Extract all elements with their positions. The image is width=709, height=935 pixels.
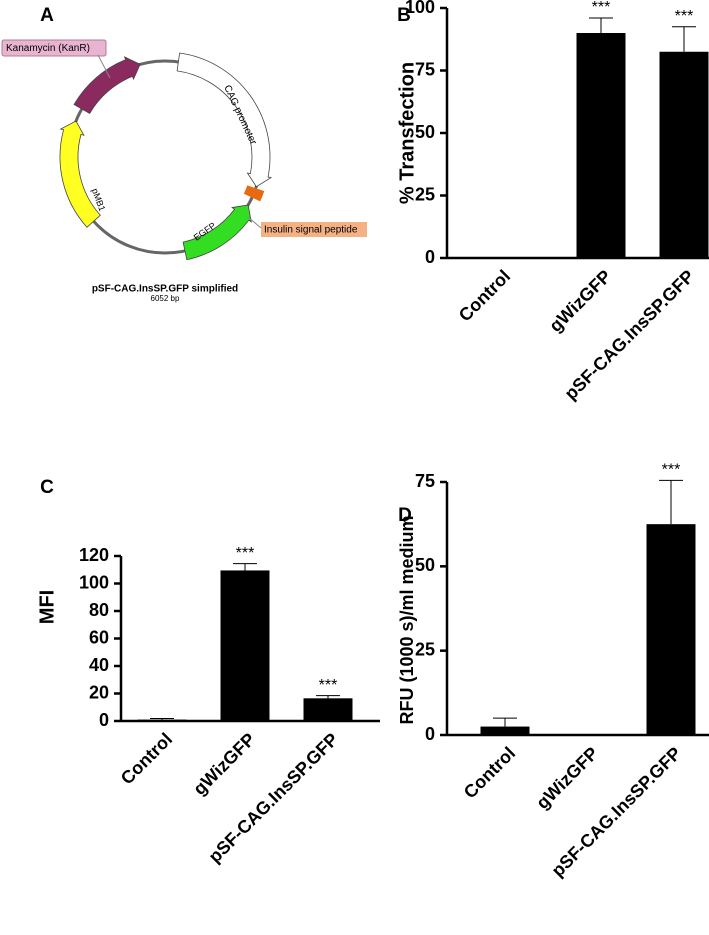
bar [480, 726, 530, 735]
y-tick-label: 100 [405, 0, 435, 17]
feature-label: Insulin signal peptide [264, 225, 358, 236]
y-axis-label: MFI [36, 590, 58, 624]
label-box [261, 222, 367, 237]
panel-label: C [40, 477, 54, 498]
y-axis-label: % Transfection [396, 62, 418, 204]
feature [73, 56, 141, 115]
y-tick-label: 25 [415, 184, 435, 204]
y-tick-label: 20 [89, 682, 109, 702]
feature [59, 120, 101, 228]
x-tick-label: Control [460, 743, 519, 802]
y-tick-label: 0 [99, 710, 109, 730]
x-tick-label: Control [455, 266, 514, 325]
y-tick-label: 80 [89, 600, 109, 620]
y-tick-label: 50 [415, 555, 435, 575]
x-tick-label: gWizGFP [532, 743, 602, 813]
significance: *** [662, 462, 681, 479]
panel-label: D [398, 505, 412, 526]
significance: *** [236, 545, 255, 562]
y-axis-label: RFU (1000 s)/ml medium [397, 515, 417, 724]
y-tick-label: 75 [415, 471, 435, 491]
panel-label: A [40, 5, 54, 26]
significance: *** [675, 8, 694, 25]
feature [243, 185, 265, 202]
bar [659, 51, 709, 258]
bar [303, 698, 353, 721]
y-tick-label: 120 [79, 545, 109, 565]
y-tick-label: 25 [415, 639, 435, 659]
plasmid-name: pSF-CAG.InsSP.GFP simplified [92, 284, 238, 295]
x-tick-label: gWizGFP [189, 729, 259, 799]
y-tick-label: 0 [425, 724, 435, 744]
label-box [1, 39, 107, 57]
feature [182, 204, 252, 261]
y-tick-label: 0 [425, 247, 435, 267]
y-tick-label: 40 [89, 655, 109, 675]
x-tick-label: Control [117, 729, 176, 788]
feature-label: Kanamycin (KanR) [6, 43, 90, 54]
bar [220, 570, 270, 721]
leader [247, 216, 262, 229]
x-tick-label: gWizGFP [545, 266, 615, 336]
significance: *** [592, 0, 611, 16]
significance: *** [319, 677, 338, 694]
bar [646, 524, 696, 735]
feature [176, 52, 273, 188]
y-tick-label: 75 [415, 59, 435, 79]
leader [97, 54, 111, 79]
y-tick-label: 60 [89, 627, 109, 647]
plasmid-size: 6052 bp [151, 294, 180, 303]
bar [576, 33, 626, 258]
plasmid-map [59, 52, 273, 261]
panel-label: B [397, 5, 411, 26]
y-tick-label: 100 [79, 572, 109, 592]
y-tick-label: 50 [415, 122, 435, 142]
